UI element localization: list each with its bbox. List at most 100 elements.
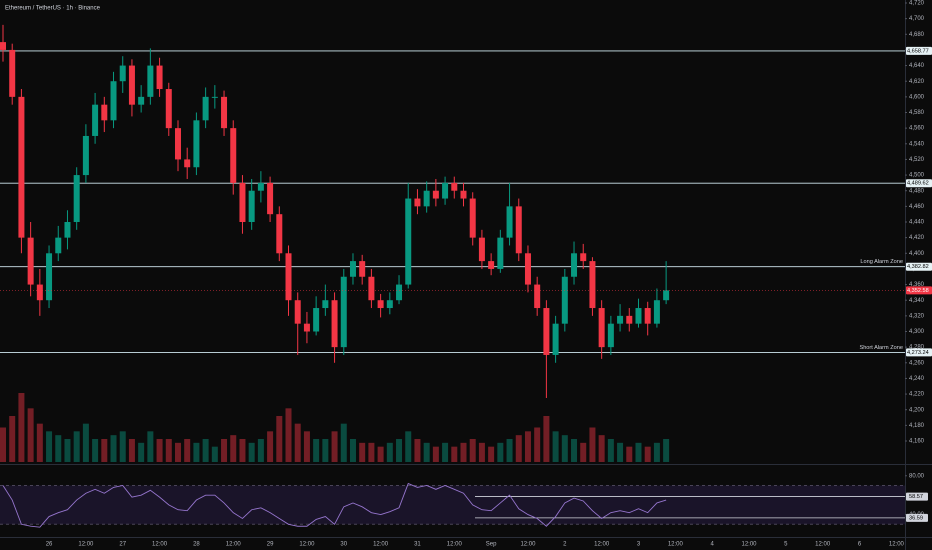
candle-body [414, 198, 421, 207]
volume-bar [110, 435, 117, 462]
candle-body [469, 198, 476, 238]
volume-bar [644, 446, 651, 462]
volume-bar [322, 439, 329, 462]
candle-body [9, 49, 16, 97]
candle-body [285, 253, 292, 301]
candle-body [359, 261, 366, 277]
candle-body [27, 237, 34, 285]
candle-body [294, 300, 301, 324]
volume-bar [239, 439, 246, 462]
volume-bar [386, 442, 393, 462]
y-tick-label: 4,360 [909, 282, 925, 288]
candle-body [534, 284, 541, 309]
volume-bar [147, 431, 154, 462]
volume-bar [663, 439, 670, 462]
candle-body [368, 276, 375, 301]
volume-bar [598, 435, 605, 462]
volume-bar [184, 439, 191, 462]
volume-bar [138, 442, 145, 462]
x-tick-label: 12:00 [447, 542, 463, 548]
volume-bar [349, 439, 356, 462]
x-tick-label: 2 [563, 542, 567, 548]
candle-body [128, 65, 135, 105]
candle-body [497, 237, 504, 269]
y-tick-label: 4,340 [909, 298, 925, 304]
volume-bar [607, 439, 614, 462]
candle-body [617, 315, 624, 324]
y-tick-label: 4,720 [909, 1, 925, 7]
volume-bar [92, 439, 99, 462]
candle-body [589, 261, 596, 309]
candle-body [55, 237, 62, 254]
x-tick-label: 12:00 [299, 542, 315, 548]
volume-bar [543, 416, 550, 462]
y-tick-label: 4,160 [909, 439, 925, 445]
volume-bar [451, 446, 458, 462]
y-tick-label: 4,520 [909, 157, 925, 163]
y-tick-label: 4,320 [909, 313, 925, 319]
candle-body [193, 120, 200, 168]
x-tick-label: Sep [486, 542, 497, 548]
candle-body [405, 198, 412, 285]
x-tick-label: 27 [119, 542, 126, 548]
level-box [906, 179, 932, 188]
x-tick-label: 12:00 [742, 542, 758, 548]
x-tick-label: 12:00 [373, 542, 389, 548]
candle-body [138, 96, 145, 105]
candle-body [451, 182, 458, 191]
candle-body [478, 237, 485, 262]
x-tick-label: 12:00 [668, 542, 684, 548]
candle-body [165, 89, 172, 129]
candle-body [663, 290, 670, 301]
candle-body [248, 190, 255, 222]
level-box [906, 46, 932, 55]
candle-body [147, 65, 154, 97]
y-tick-label: 4,260 [909, 360, 925, 366]
x-tick-label: 26 [46, 542, 53, 548]
rsi-tick-label: 80.00 [909, 473, 925, 479]
volume-bar [285, 408, 292, 462]
volume-bar [230, 435, 237, 462]
x-tick-label: 12:00 [152, 542, 168, 548]
volume-bar [552, 431, 559, 462]
volume-bar [0, 427, 6, 462]
volume-bar [257, 439, 264, 462]
last-price-label: 4,352.58 [907, 288, 929, 294]
candle-body [0, 42, 6, 50]
volume-bar [27, 408, 34, 462]
candle-body [396, 284, 403, 301]
y-tick-label: 4,540 [909, 141, 925, 147]
candle-body [64, 222, 71, 238]
y-tick-label: 4,280 [909, 345, 925, 351]
rsi-level-label: 58.57 [909, 494, 923, 500]
volume-bar [18, 393, 25, 462]
x-tick-label: 28 [193, 542, 200, 548]
rsi-level-box [906, 492, 928, 501]
candle-body [488, 261, 495, 269]
y-tick-label: 4,240 [909, 376, 925, 382]
candle-body [377, 300, 384, 309]
volume-bar [414, 439, 421, 462]
candle-body [184, 159, 191, 168]
x-tick-label: 29 [267, 542, 274, 548]
candle-body [211, 96, 218, 98]
volume-bar [561, 435, 568, 462]
candle-body [571, 253, 578, 277]
volume-bar [303, 431, 310, 462]
candle-body [322, 300, 329, 309]
chart-title: Ethereum / TetherUS · 1h · Binance [5, 6, 101, 12]
x-tick-label: 12:00 [78, 542, 94, 548]
candle-body [644, 308, 651, 324]
candle-body [432, 190, 439, 199]
volume-bar [64, 439, 71, 462]
candle-body [331, 300, 338, 348]
candle-body [174, 128, 181, 160]
volume-bar [580, 442, 587, 462]
candle-body [313, 308, 320, 332]
rsi-band [0, 485, 905, 525]
volume-bar [469, 439, 476, 462]
candle-body [230, 128, 237, 183]
volume-bar [156, 439, 163, 462]
candle-body [506, 206, 513, 238]
